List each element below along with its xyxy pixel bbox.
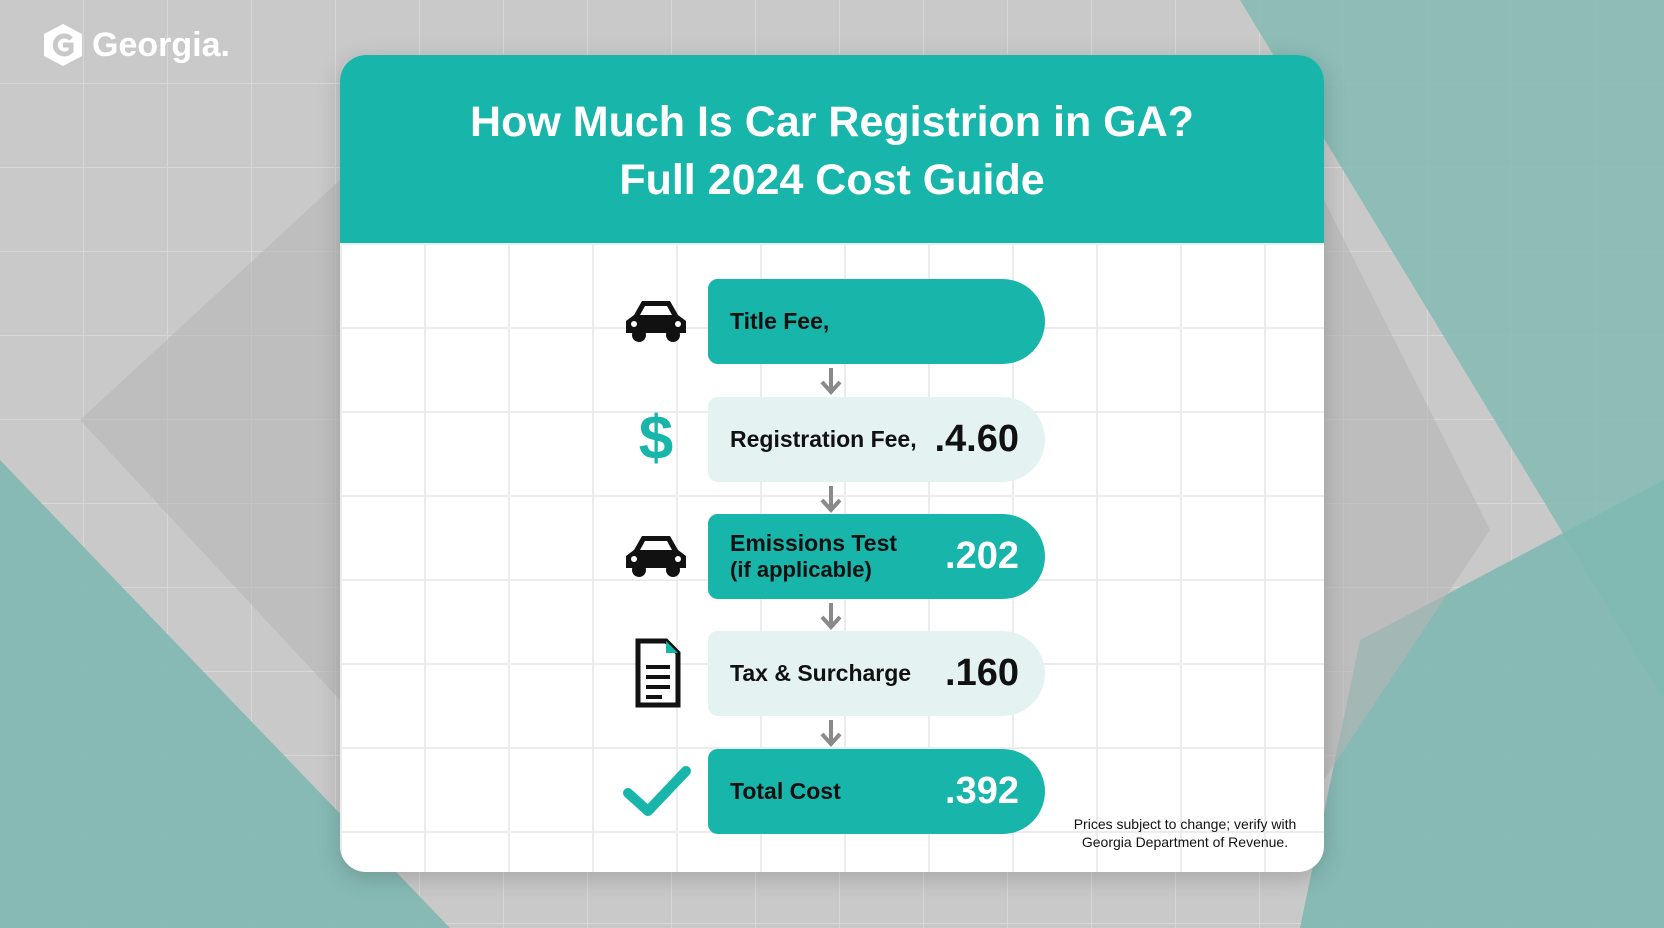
step-value: .4.60 <box>934 418 1019 460</box>
step-label: Registration Fee, <box>730 426 917 452</box>
step-label: Emissions Test <box>730 530 898 556</box>
step-pill: Registration Fee, .4.60 <box>708 397 1045 482</box>
header: How Much Is Car Registrion in GA? Full 2… <box>340 55 1324 243</box>
logo-text: Georgia. <box>92 25 230 64</box>
step-label-wrap: Tax & Surcharge <box>730 660 911 687</box>
step-icon <box>616 751 696 831</box>
step-label-wrap: Emissions Test (if applicable) <box>730 530 897 583</box>
step-icon <box>616 516 696 596</box>
step-label-wrap: Total Cost <box>730 778 841 805</box>
flow-arrow <box>818 366 844 401</box>
logo-icon <box>44 24 82 66</box>
step-label: Title Fee, <box>730 308 830 334</box>
step-icon <box>616 281 696 361</box>
step-label-wrap: Title Fee, <box>730 308 829 335</box>
step-value: .392 <box>945 770 1019 812</box>
flow-arrow <box>818 484 844 519</box>
step-pill: Emissions Test (if applicable) .202 <box>708 514 1045 599</box>
step-value: .160 <box>945 652 1019 694</box>
title: Full 2024 Cost Guide <box>619 156 1045 204</box>
step-pill: Tax & Surcharge .160 <box>708 631 1045 716</box>
step-label: Tax & Surcharge <box>730 660 912 686</box>
step-sublabel: (if applicable) <box>730 557 872 582</box>
step-pill: Total Cost .392 <box>708 749 1045 834</box>
step-label: Total Cost <box>730 778 841 804</box>
step-icon-text: $ <box>638 404 674 473</box>
flow-arrow <box>818 718 844 753</box>
step-icon <box>616 633 696 713</box>
step-icon: $ <box>616 399 696 479</box>
footnote-line: Prices subject to change; verify with <box>1073 816 1297 832</box>
card: How Much Is Car Registrion in GA? Full 2… <box>340 55 1324 872</box>
step-label-wrap: Registration Fee, <box>730 426 917 453</box>
flow-arrow <box>818 601 844 636</box>
step-pill: Title Fee, <box>708 279 1045 364</box>
logo: Georgia. <box>42 22 230 68</box>
footnote-line: Georgia Department of Revenue. <box>1081 834 1289 850</box>
title: How Much Is Car Registrion in GA? <box>470 98 1194 146</box>
step-value: .202 <box>945 535 1019 577</box>
footnote: Prices subject to change; verify with Ge… <box>1070 815 1300 851</box>
